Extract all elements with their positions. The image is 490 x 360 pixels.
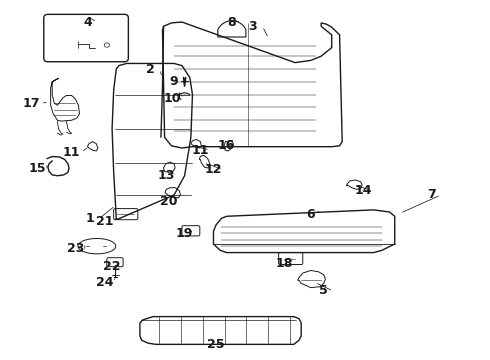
Text: 24: 24 — [96, 276, 114, 289]
Text: 7: 7 — [427, 188, 436, 202]
Text: 4: 4 — [83, 15, 92, 28]
Text: 12: 12 — [205, 163, 222, 176]
Text: 9: 9 — [170, 75, 178, 88]
Text: 25: 25 — [207, 338, 225, 351]
Text: 8: 8 — [227, 15, 236, 28]
Text: 19: 19 — [176, 227, 193, 240]
Text: 21: 21 — [96, 215, 114, 228]
Text: 18: 18 — [276, 257, 293, 270]
Text: 6: 6 — [306, 208, 315, 221]
Text: 22: 22 — [103, 260, 121, 273]
Text: 11: 11 — [192, 144, 209, 157]
Text: 3: 3 — [248, 20, 257, 33]
Text: 5: 5 — [319, 284, 328, 297]
Text: 10: 10 — [164, 93, 181, 105]
Text: 20: 20 — [160, 195, 177, 208]
Text: 23: 23 — [67, 242, 84, 255]
Text: 17: 17 — [23, 96, 40, 110]
Text: 15: 15 — [29, 162, 46, 175]
Text: 16: 16 — [218, 139, 235, 152]
Text: 11: 11 — [63, 146, 80, 159]
Text: 13: 13 — [157, 169, 175, 182]
Text: 1: 1 — [86, 212, 95, 225]
Text: 2: 2 — [146, 63, 155, 76]
Text: 14: 14 — [354, 184, 372, 197]
